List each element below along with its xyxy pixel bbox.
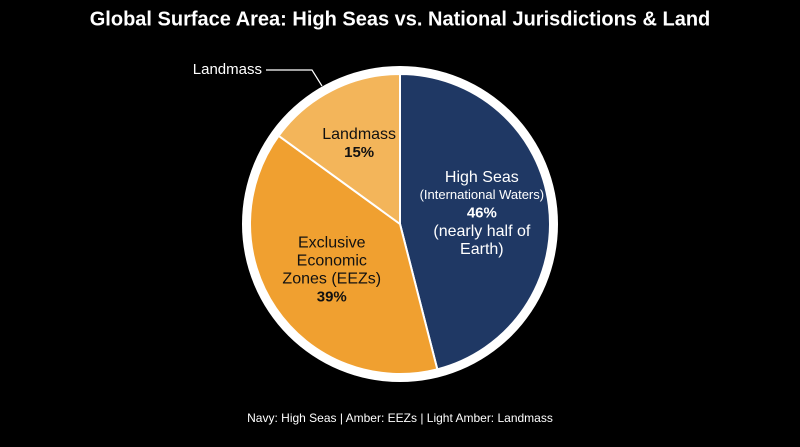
- slice-label: High Seas: [445, 169, 519, 186]
- chart-title: Global Surface Area: High Seas vs. Natio…: [90, 8, 711, 30]
- slice-label: Exclusive: [298, 235, 366, 252]
- slice-label: (International Waters): [420, 187, 545, 202]
- pie-slice: [249, 134, 439, 375]
- caption: Navy: High Seas | Amber: EEZs | Light Am…: [247, 411, 553, 425]
- value-label: 46%: [467, 205, 497, 222]
- value-note: Earth): [460, 241, 504, 258]
- value-label: 15%: [344, 144, 374, 161]
- value-label: 39%: [317, 288, 347, 305]
- pie-slice: [277, 72, 401, 226]
- value-note: (nearly half of: [433, 223, 530, 240]
- pie-slice: [399, 72, 551, 371]
- annotation: Landmass: [193, 61, 262, 78]
- slice-label: Economic: [297, 253, 367, 270]
- slice-label: Zones (EEZs): [282, 271, 381, 288]
- leader-line: [266, 69, 323, 87]
- slice-label: Landmass: [322, 126, 396, 143]
